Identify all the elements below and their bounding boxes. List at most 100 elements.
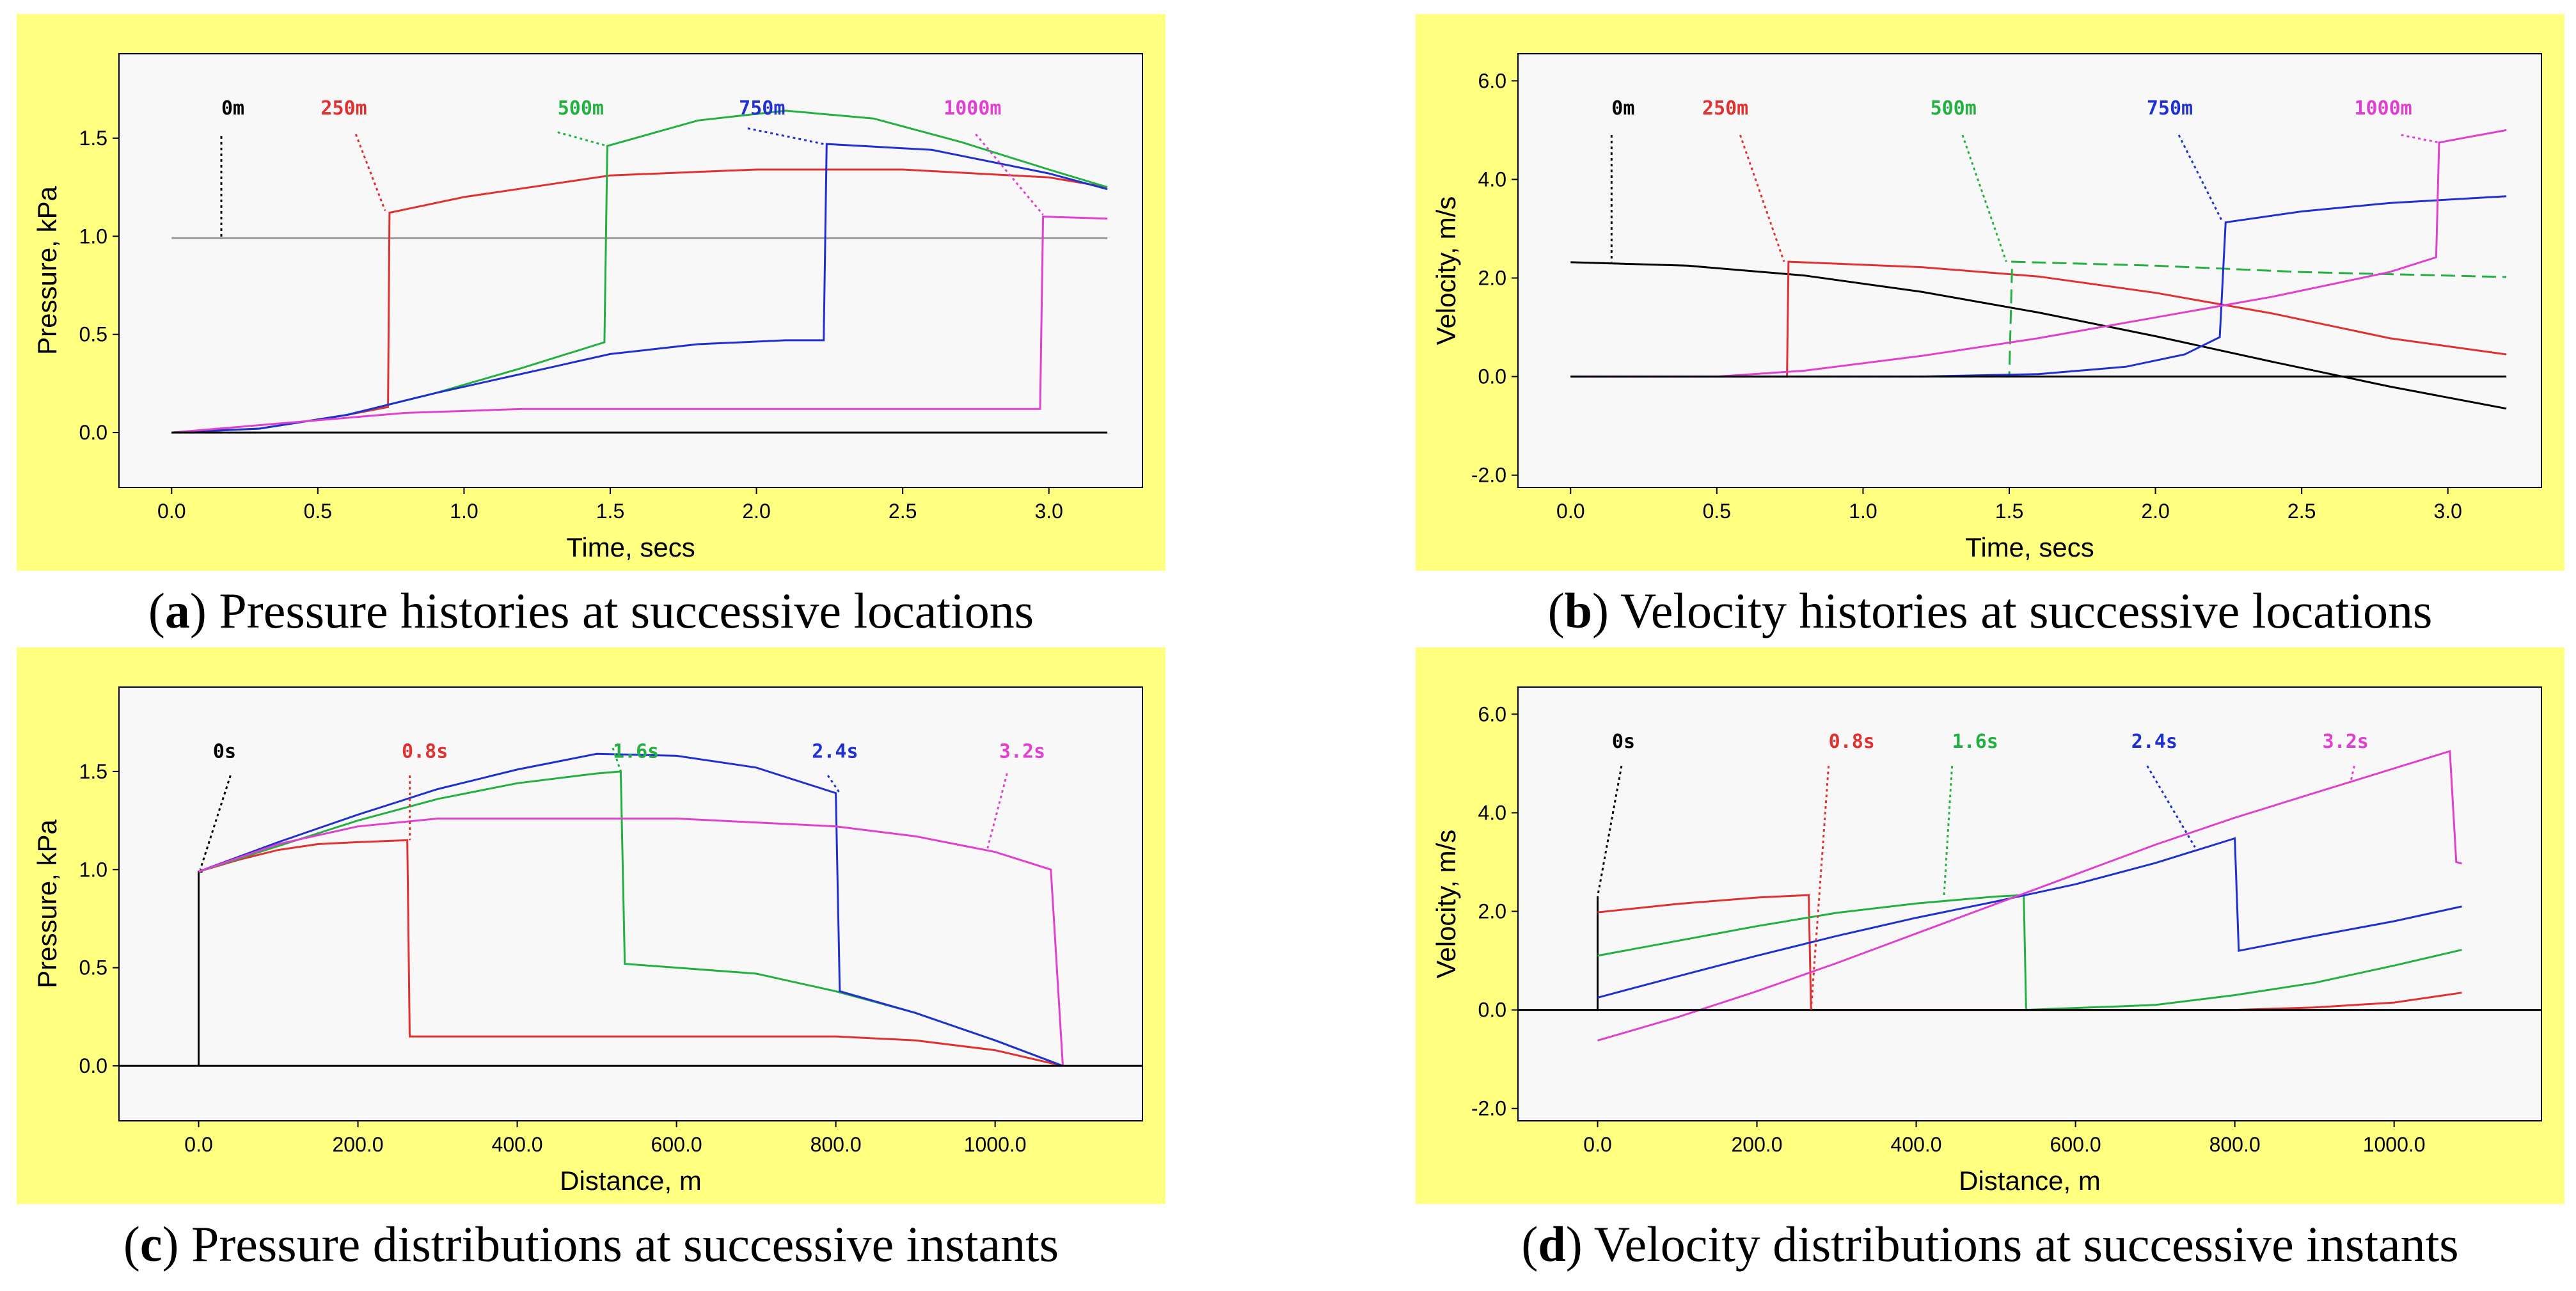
series-line-2.4s [1597,837,2462,999]
x-axis-label: Distance, m [1959,1166,2101,1196]
series-line-1000m [1570,129,2507,378]
annotation-label: 0s [213,740,236,763]
series-line-2.4s [198,752,1064,1067]
annotation-leader [747,127,825,145]
y-tick-label: -2.0 [1471,464,1506,487]
x-tick-label: 600.0 [651,1133,702,1156]
annotation-leader [986,773,1008,850]
y-tick-label: 0.0 [1478,365,1506,388]
annotation-label: 0s [1612,731,1635,753]
x-tick-label: 1000.0 [2363,1133,2426,1156]
y-tick-label: 2.0 [1478,267,1506,290]
plot-area [118,686,1143,1121]
y-tick-label: 1.5 [79,760,107,783]
series-line-750m [171,143,1108,434]
x-axis-label: Distance, m [560,1166,702,1196]
chart-c-svg: 0.0 0.5 1.0 1.5 0.0 200.0 400.0 600.0 800.0 1000.… [32,686,1143,1196]
y-tick-label: 6.0 [1478,702,1506,725]
annotation-leader [2146,765,2196,848]
caption-letter-c: c [139,1216,162,1272]
x-tick-label: 2.0 [2141,500,2169,523]
caption-text-d: Velocity distributions at successive ins… [1582,1216,2459,1272]
annotation-label: 2.4s [2131,731,2177,753]
annotation-label: 750m [2147,97,2193,120]
x-tick-label: 200.0 [333,1133,384,1156]
y-tick-label: -2.0 [1471,1097,1506,1120]
x-tick-label: 800.0 [810,1133,862,1156]
x-tick-label: 1.0 [1849,500,1877,523]
y-axis-label: Pressure, kPa [32,819,62,988]
x-tick-label: 1.5 [1995,500,2023,523]
y-tick-label: 1.0 [79,858,107,881]
x-tick-label: 3.0 [1034,500,1063,523]
caption-letter-a: a [164,583,190,638]
annotation-leader [975,133,1044,216]
caption-text-a: Pressure histories at successive locatio… [206,583,1034,638]
x-tick-label: 0.0 [184,1133,212,1156]
x-tick-label: 0.0 [157,500,186,523]
y-tick-label: 0.5 [79,323,107,346]
x-tick-label: 600.0 [2050,1133,2101,1156]
chart-b-svg: -2.0 0.0 2.0 4.0 6.0 0.0 0.5 1.0 1.5 2.0 2.5 3.0 Tim… [1431,53,2542,562]
y-tick-label: 4.0 [1478,801,1506,824]
annotation-leader [612,747,622,772]
series-line-3.2s [198,818,1064,1066]
y-axis-label: Pressure, kPa [32,186,62,354]
annotation-leader [2401,134,2440,144]
x-tick-label: 0.0 [1556,500,1584,523]
annotation-leader [1943,766,1954,896]
chart-d-svg: -2.0 0.0 2.0 4.0 6.0 0.0 200.0 400.0 600.0 800.0 1… [1431,686,2542,1196]
annotation-label: 250m [1702,97,1748,120]
series-line-0.8s [198,839,1063,1067]
annotation-label: 1000m [944,97,1001,120]
annotation-label: 1000m [2354,97,2412,120]
x-tick-label: 0.5 [1703,500,1731,523]
x-tick-label: 2.5 [2288,500,2316,523]
series-line-750m [1570,195,2507,378]
chart-a-svg: 0.0 0.5 1.0 1.5 0.0 0.5 1.0 1.5 2.0 2.5 3.0 Time, s… [32,53,1143,562]
caption-c: (c) Pressure distributions at successive… [123,1216,1059,1272]
x-tick-label: 1.5 [596,500,624,523]
annotation-label: 2.4s [812,740,858,763]
y-tick-label: 6.0 [1478,69,1506,92]
chart-panel-d: -2.0 0.0 2.0 4.0 6.0 0.0 200.0 400.0 600.0 800.0 1… [1416,647,2564,1204]
annotation-label: 3.2s [2323,731,2369,753]
y-axis-label: Velocity, m/s [1431,830,1461,979]
chart-panel-b: -2.0 0.0 2.0 4.0 6.0 0.0 0.5 1.0 1.5 2.0 2.5 3.0 Tim… [1416,14,2564,571]
annotation-label: 500m [1931,97,1977,120]
x-axis-label: Time, secs [566,532,695,562]
y-tick-label: 0.0 [1478,999,1506,1022]
series-line-0m [1570,261,2507,410]
y-tick-label: 1.0 [79,225,107,248]
y-tick-label: 0.0 [79,421,107,444]
annotation-label: 0m [1611,97,1634,120]
y-axis-label: Velocity, m/s [1431,196,1461,345]
y-tick-label: 0.0 [79,1054,107,1077]
annotation-leader [826,775,841,794]
caption-d: (d) Velocity distributions at successive… [1521,1216,2459,1272]
annotation-label: 0m [221,97,244,120]
x-tick-label: 200.0 [1732,1133,1783,1156]
x-tick-label: 2.5 [889,500,917,523]
plot-area [118,53,1143,488]
x-tick-label: 3.0 [2433,500,2461,523]
caption-a: (a) Pressure histories at successive loc… [148,583,1034,638]
annotation-label: 750m [739,97,785,120]
y-tick-label: 1.5 [79,127,107,150]
y-tick-label: 2.0 [1478,900,1506,923]
annotation-label: 0.8s [402,740,448,763]
annotation-label: 3.2s [999,740,1045,763]
x-tick-label: 0.0 [1583,1133,1611,1156]
caption-b: (b) Velocity histories at successive loc… [1547,583,2433,638]
x-tick-label: 1.0 [450,500,478,523]
annotation-leader [2177,134,2224,223]
chart-panel-a: 0.0 0.5 1.0 1.5 0.0 0.5 1.0 1.5 2.0 2.5 3.0 Time, s… [17,14,1166,571]
x-tick-label: 800.0 [2209,1133,2261,1156]
series-line-1000m [171,216,1108,434]
annotation-leader [1810,766,1830,1010]
x-tick-label: 400.0 [492,1133,543,1156]
series-line-250m [1570,260,2507,378]
annotation-label: 500m [558,97,604,120]
y-tick-label: 0.5 [79,956,107,979]
annotation-leader [1739,134,1785,262]
